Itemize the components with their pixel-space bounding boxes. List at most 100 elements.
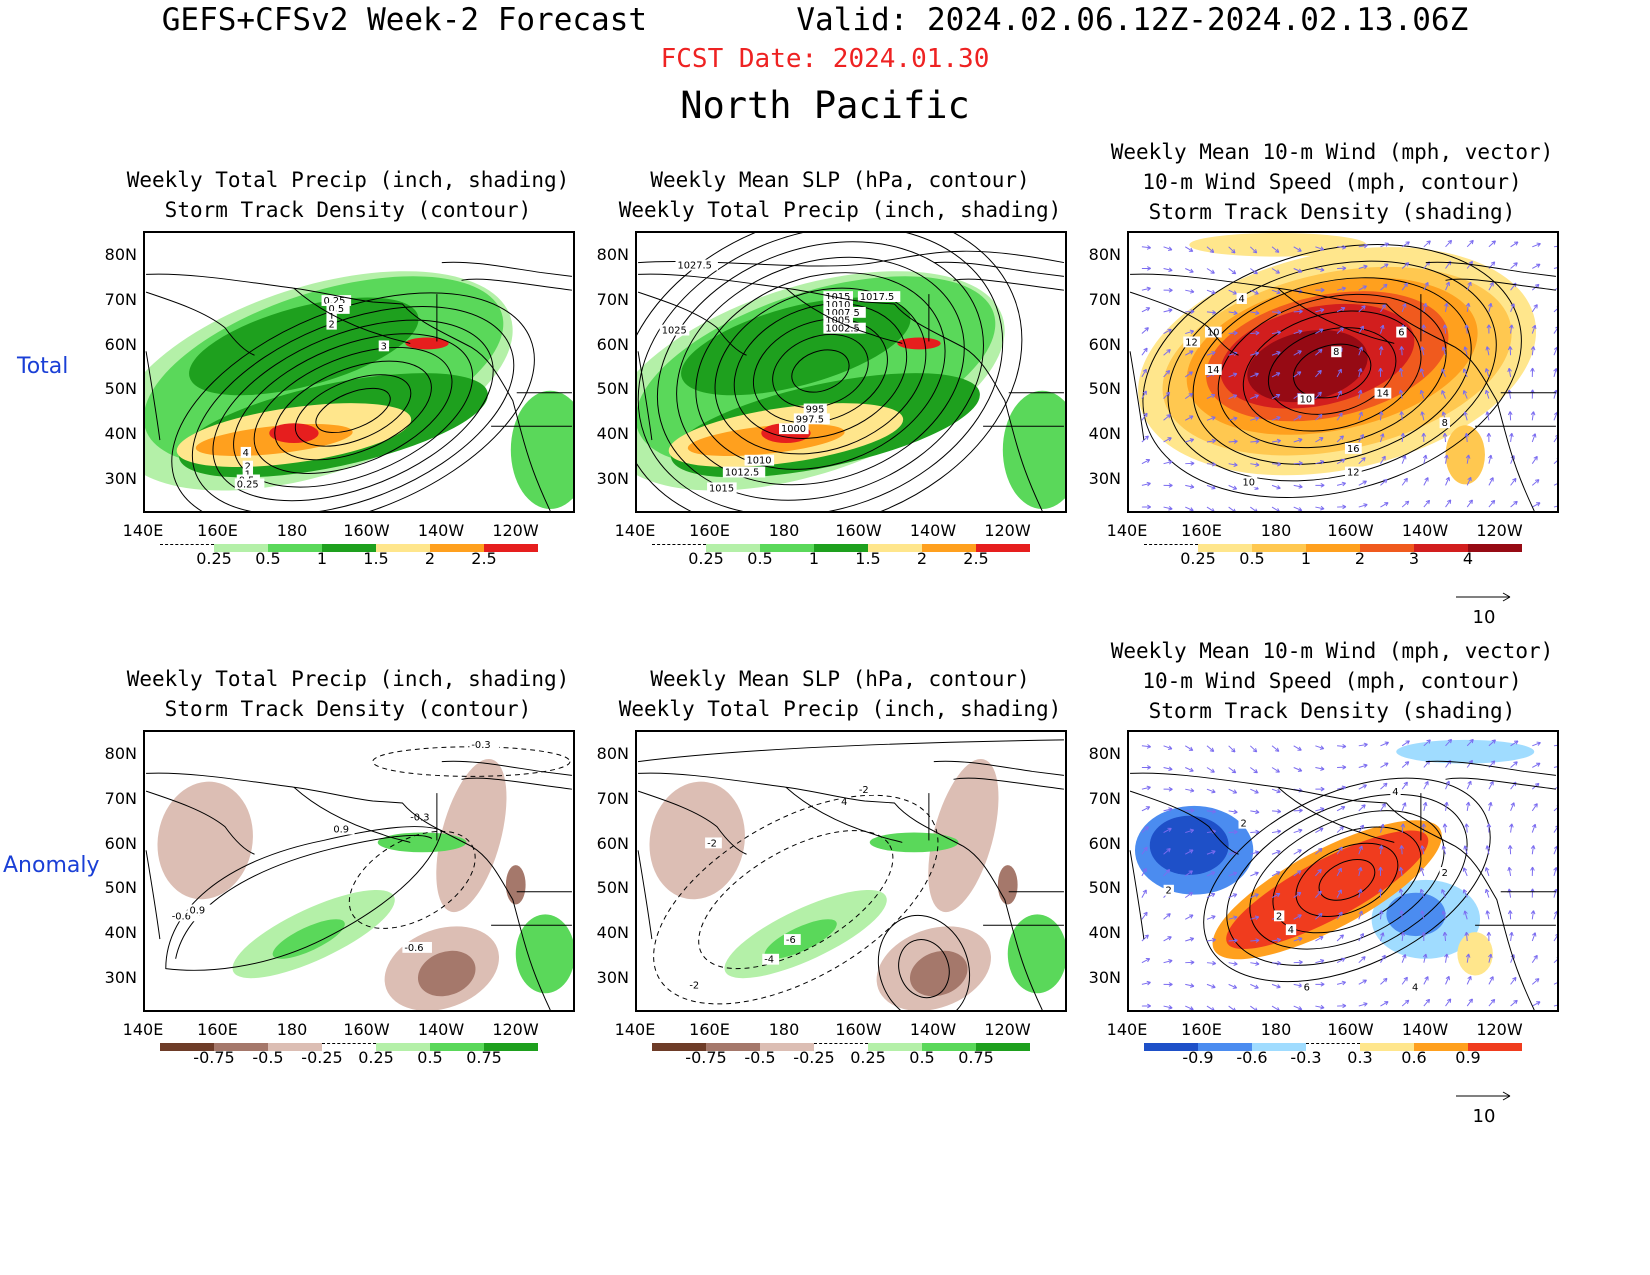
map-panel-t2: 1027.5 1015 1017.5 1010 1007.5 1005 1002.5 1025… <box>635 231 1067 513</box>
storm-track-contour <box>191 306 515 511</box>
precip-anom-shade <box>505 865 526 905</box>
contour-label: 14 <box>1377 389 1390 400</box>
colorbar-swatch <box>922 1043 976 1051</box>
colorbar-swatch <box>322 544 376 552</box>
storm-track-contour <box>315 387 391 434</box>
precip-anom-shade <box>157 781 253 900</box>
colorbar-swatch <box>214 1043 268 1051</box>
lon-label: 140W <box>417 1020 465 1039</box>
contour-label-bg <box>803 403 827 415</box>
colorbar-swatch <box>1360 1043 1414 1051</box>
reference-vector: 10 <box>1456 586 1512 628</box>
title-text: GEFS+CFSv2 Week-2 Forecast <box>161 2 648 38</box>
colorbar-swatch <box>652 544 706 553</box>
lon-label: 160E <box>689 521 730 540</box>
contour-label: 10 <box>1242 477 1255 488</box>
colorbar-label: 0.5 <box>1239 549 1265 568</box>
colorbar-label: 0.25 <box>1180 549 1216 568</box>
precip-shade <box>681 297 911 396</box>
colorbar-swatch <box>484 544 538 552</box>
colorbar-swatch <box>1144 544 1198 553</box>
contour-label: -0.6 <box>404 943 423 954</box>
colorbar-swatch <box>976 1043 1030 1051</box>
storm-shade <box>1445 425 1485 485</box>
colorbar-swatch <box>1360 544 1414 552</box>
lon-label: 160W <box>343 1020 390 1039</box>
colorbar-swatch <box>376 544 430 552</box>
contour-label-bg <box>469 738 499 750</box>
contour-label: -6 <box>786 935 796 946</box>
coastline <box>637 760 1064 1010</box>
contour-label-bg <box>408 811 438 823</box>
lat-label: 60N <box>1088 334 1121 354</box>
map-canvas: 0.9-0.3-0.3-0.60.9-0.6 <box>145 738 573 1010</box>
colorbar-label: 2.5 <box>471 549 497 568</box>
lat-label: 50N <box>104 878 137 898</box>
colorbar-t2 <box>652 544 1030 553</box>
colorbar-swatch <box>868 1043 922 1051</box>
storm-anom-shade <box>1457 932 1493 976</box>
contour-label-bg <box>240 446 252 458</box>
contour-label: 2 <box>1442 868 1448 879</box>
lon-label: 120W <box>1476 1020 1523 1039</box>
figure-title: GEFS+CFSv2 Week-2 Forecast Valid: 2024.0… <box>0 2 1640 38</box>
reference-vector-label: 10 <box>1472 1106 1496 1127</box>
colorbar-a1 <box>160 1043 538 1052</box>
contour-label: 0.5 <box>328 304 344 315</box>
lon-label: 140W <box>909 521 957 540</box>
contour-label-bg <box>1344 442 1362 454</box>
colorbar-swatch <box>430 1043 484 1051</box>
coastline <box>637 261 1064 511</box>
lat-label: 50N <box>596 379 629 399</box>
lon-label: 140E <box>614 521 656 540</box>
lat-label: 80N <box>104 744 137 763</box>
contour-label: 16 <box>1347 444 1360 455</box>
contour-label-bg <box>242 460 254 472</box>
contour-label: 8 <box>1333 347 1339 358</box>
colorbar-swatch <box>1252 1043 1306 1051</box>
wind-speed-anom-contour <box>1249 810 1445 950</box>
contour-label: 2 <box>328 320 334 331</box>
colorbar-swatch <box>1468 1043 1522 1051</box>
contour-label: 1002.5 <box>825 324 859 335</box>
contour-label-bg <box>1439 417 1450 429</box>
colorbar-swatch <box>160 1043 214 1051</box>
reference-arrow-icon <box>1456 1091 1511 1101</box>
colorbar-swatch <box>484 1043 538 1051</box>
lat-label: 30N <box>104 469 137 488</box>
lat-label: 50N <box>1088 379 1121 399</box>
lat-label: 80N <box>596 245 629 264</box>
colorbar-swatch <box>430 544 484 552</box>
contour-label-bg <box>1374 387 1392 399</box>
precip-anom-shade <box>649 781 745 900</box>
colorbar-label: 1 <box>316 549 328 568</box>
panel-title-t3: Weekly Mean 10-m Wind (mph, vector) 10-m… <box>1110 140 1554 224</box>
storm-track-contour <box>294 374 412 447</box>
contour-label: 0.25 <box>237 479 259 490</box>
wind-vectors <box>1141 738 1557 1010</box>
precip-anom-shade <box>515 914 573 994</box>
coastline <box>1129 760 1556 1010</box>
colorbar-swatch <box>814 544 868 552</box>
colorbar-swatch <box>652 1043 706 1051</box>
colorbar-swatch <box>268 544 322 552</box>
colorbar-label: -0.9 <box>1182 1048 1214 1067</box>
contour-label: 1025 <box>662 326 687 337</box>
contour-label-bg <box>242 468 254 480</box>
colorbar-label: 0.25 <box>850 1048 886 1067</box>
lat-label: 30N <box>1088 469 1121 488</box>
colorbar-a3 <box>1144 1043 1522 1052</box>
colorbar-label: -0.6 <box>1236 1048 1268 1067</box>
colorbar-label: -0.3 <box>1290 1048 1322 1067</box>
lat-label: 60N <box>104 334 137 354</box>
contour-label-bg <box>856 784 874 796</box>
contour-label: 12 <box>1347 468 1360 479</box>
contour-label-bg <box>402 941 432 953</box>
colorbar-t1 <box>160 544 538 553</box>
contour-label-bg <box>1344 466 1362 478</box>
contour-label-bg <box>321 295 352 306</box>
colorbar-label: 0.6 <box>1401 1048 1427 1067</box>
lat-label: 40N <box>596 424 629 444</box>
contour-label: 1010 <box>747 456 772 467</box>
